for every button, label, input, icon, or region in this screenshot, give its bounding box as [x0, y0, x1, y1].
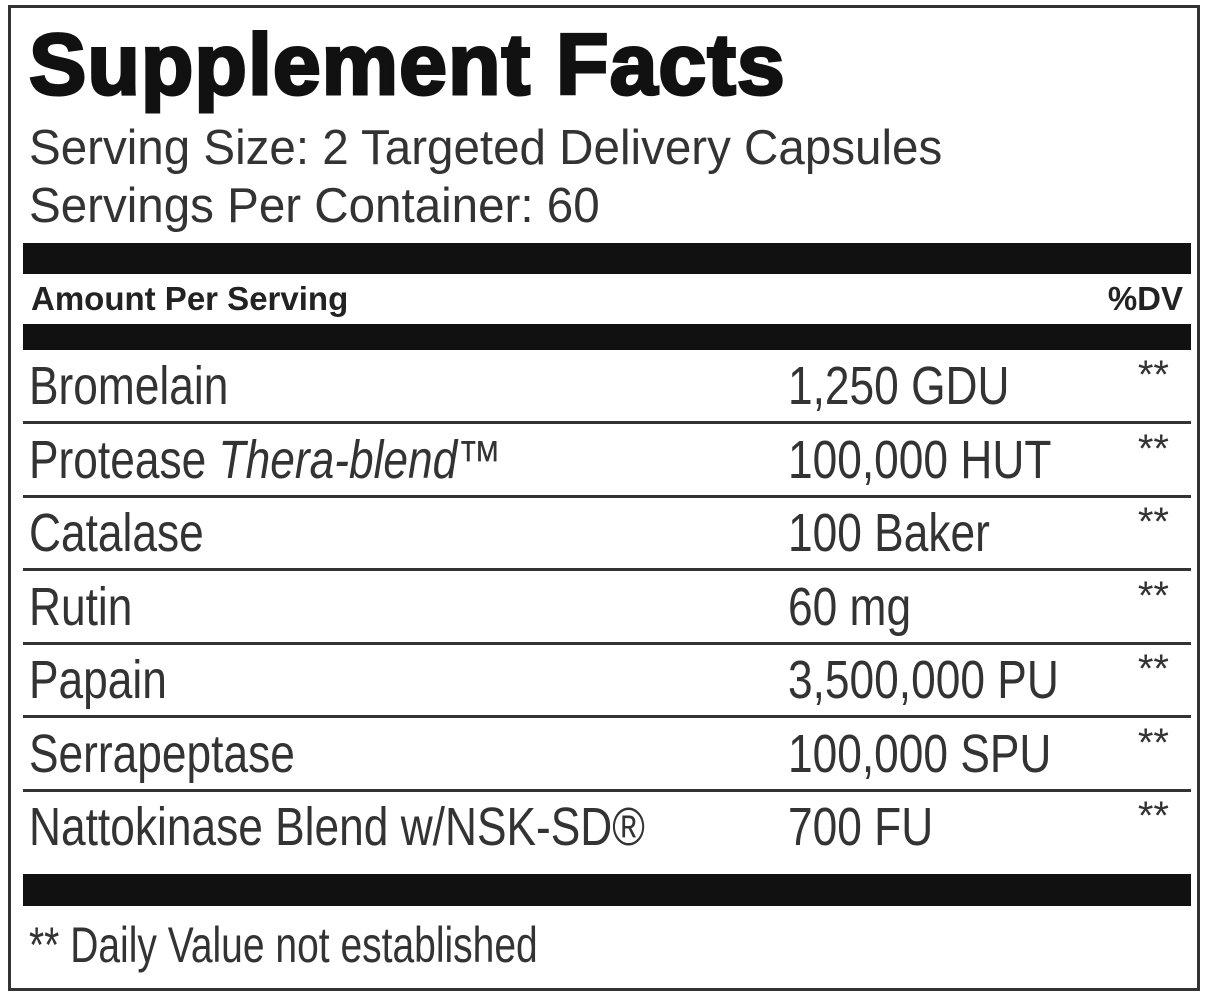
ingredient-name-text: Bromelain [29, 356, 229, 416]
serving-size: Serving Size: 2 Targeted Delivery Capsul… [29, 121, 943, 175]
divider-thick [23, 874, 1191, 906]
servings-per-container: Servings Per Container: 60 [29, 179, 600, 233]
ingredient-amount: 60 mg [788, 576, 912, 637]
ingredient-amount: 700 FU [788, 797, 934, 857]
amount-per-serving-header: Amount Per Serving [31, 280, 349, 317]
ingredient-name: Protease Thera-blend™ [29, 429, 502, 491]
ingredient-dv: ** [1137, 573, 1169, 618]
ingredient-name-brand: Thera-blend™ [218, 429, 502, 490]
ingredient-name: Papain [29, 649, 167, 711]
ingredient-amount: 1,250 GDU [788, 356, 1010, 416]
divider-thick [23, 324, 1191, 350]
ingredient-dv: ** [1137, 647, 1169, 691]
label-title: Supplement Facts [28, 16, 787, 115]
ingredient-row: Rutin 60 mg ** [23, 572, 1191, 645]
ingredient-row: Serrapeptase 100,000 SPU ** [23, 719, 1191, 792]
ingredient-row: Bromelain 1,250 GDU ** [23, 351, 1191, 424]
ingredient-dv: ** [1137, 500, 1169, 544]
ingredient-name-text: Rutin [29, 576, 133, 637]
ingredient-name: Nattokinase Blend w/NSK-SD® [29, 796, 645, 858]
ingredient-name-text: Papain [29, 650, 167, 710]
ingredient-name: Catalase [29, 502, 204, 564]
ingredient-dv: ** [1137, 353, 1169, 397]
ingredient-amount: 100 Baker [788, 503, 990, 563]
ingredient-name: Bromelain [29, 355, 228, 417]
ingredient-name-text: Nattokinase Blend w/NSK-SD® [29, 797, 645, 857]
ingredient-amount: 100,000 SPU [788, 723, 1052, 784]
ingredient-dv: ** [1137, 794, 1169, 838]
divider-thick [23, 243, 1191, 274]
supplement-facts-label: Supplement Facts Serving Size: 2 Targete… [8, 5, 1200, 991]
ingredient-name: Serrapeptase [29, 723, 295, 785]
ingredient-row: Papain 3,500,000 PU ** [23, 645, 1191, 718]
dv-header: %DV [1107, 280, 1183, 317]
ingredient-name: Rutin [29, 576, 132, 638]
ingredient-row: Catalase 100 Baker ** [23, 498, 1191, 571]
footnote: ** Daily Value not established [29, 917, 538, 973]
ingredient-amount: 100,000 HUT [788, 429, 1052, 490]
ingredient-name-text: Catalase [29, 503, 204, 563]
ingredient-dv: ** [1137, 720, 1169, 765]
ingredient-row: Nattokinase Blend w/NSK-SD® 700 FU ** [23, 792, 1191, 865]
ingredient-name-text: Serrapeptase [29, 723, 295, 784]
ingredient-dv: ** [1137, 426, 1169, 471]
ingredient-name-text: Protease [29, 429, 219, 490]
ingredient-row: Protease Thera-blend™ 100,000 HUT ** [23, 425, 1191, 498]
ingredient-amount: 3,500,000 PU [788, 650, 1059, 710]
